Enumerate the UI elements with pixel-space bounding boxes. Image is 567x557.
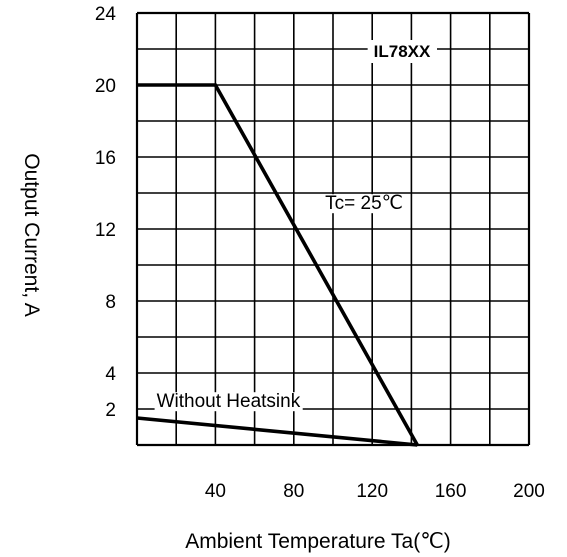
y-tick-label: 16 [95,148,116,169]
series-label-background [154,392,303,412]
y-tick-label: 8 [105,292,116,313]
y-tick-label: 12 [95,220,116,241]
chart-grid [135,11,531,447]
x-tick-label: 40 [205,481,226,502]
chart-series [136,83,419,447]
series-label-background [323,194,406,214]
y-tick-label: 20 [95,76,116,97]
x-tick-label: 200 [513,481,545,502]
y-tick-label: 4 [105,364,116,385]
series-line-without-heatsink [136,416,418,447]
y-tick-label: 24 [95,4,117,25]
series-label-tc: Tc= 25℃ [325,193,403,214]
y-tick-label: 2 [105,400,116,421]
series-label-without-heatsink: Without Heatsink [157,391,301,412]
x-tick-label: 160 [435,481,467,502]
x-axis-label: Ambient Temperature Ta(℃) [185,530,451,553]
x-tick-label: 80 [283,481,304,502]
y-axis-label: Output Current, A [20,153,43,316]
device-label: IL78XX [374,42,431,61]
x-tick-label: 120 [356,481,388,502]
x-tick-labels: 40 80 120 160 200 [205,481,545,502]
series-line-tc [137,83,419,446]
device-label-background [367,40,438,63]
